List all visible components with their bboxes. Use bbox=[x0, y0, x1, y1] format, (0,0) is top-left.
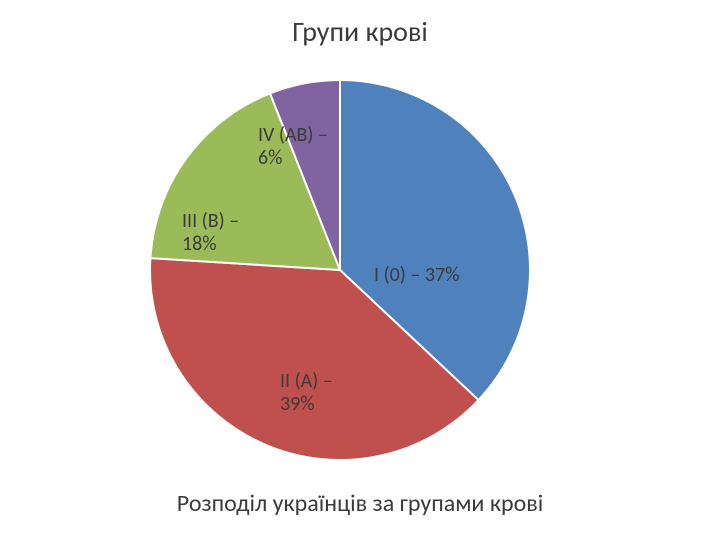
pie-svg bbox=[140, 70, 540, 470]
chart-title: Групи крові bbox=[0, 14, 720, 49]
pie-chart: I (0) – 37%II (А) – 39%III (В) – 18%IV (… bbox=[140, 70, 540, 470]
chart-caption: Розподіл українців за групами крові bbox=[0, 489, 720, 518]
chart-stage: Групи крові I (0) – 37%II (А) – 39%III (… bbox=[0, 0, 720, 540]
